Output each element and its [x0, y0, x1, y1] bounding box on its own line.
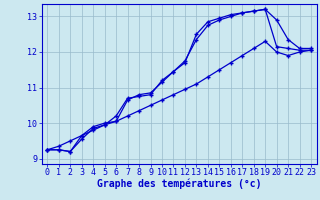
X-axis label: Graphe des températures (°c): Graphe des températures (°c) [97, 179, 261, 189]
